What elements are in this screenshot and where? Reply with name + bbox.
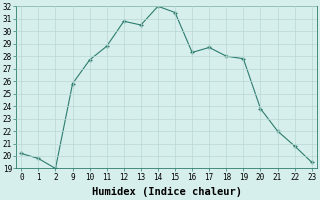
X-axis label: Humidex (Indice chaleur): Humidex (Indice chaleur) <box>92 187 242 197</box>
